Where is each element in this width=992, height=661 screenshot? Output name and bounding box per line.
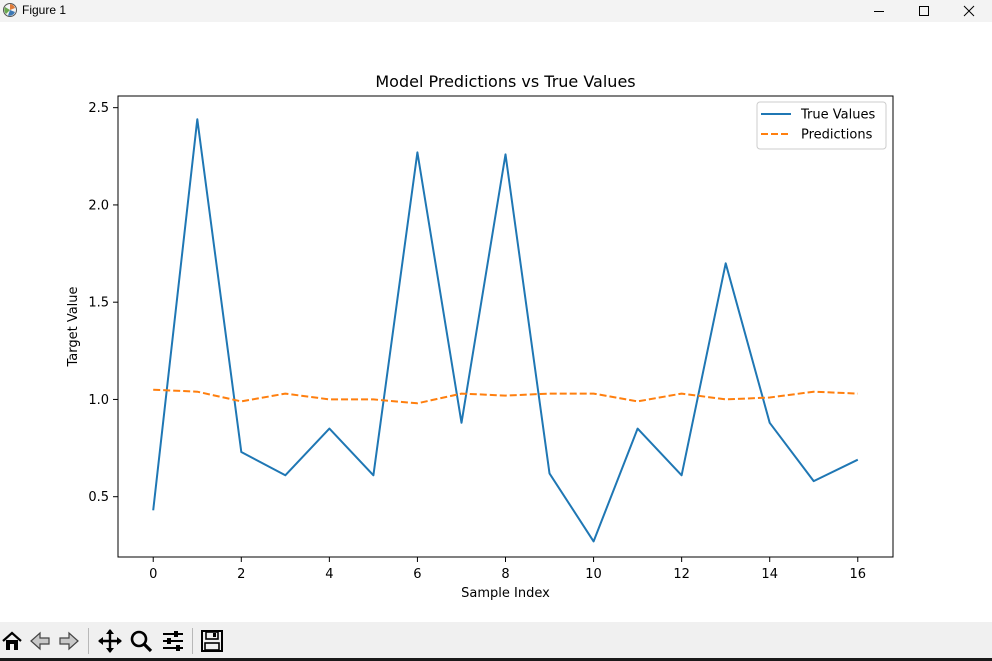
navigation-toolbar bbox=[0, 622, 992, 661]
y-tick-label: 1.0 bbox=[88, 393, 109, 408]
toolbar-separator bbox=[192, 628, 193, 654]
y-axis-label: Target Value bbox=[66, 286, 81, 367]
y-tick-label: 2.5 bbox=[88, 101, 109, 116]
legend-label-true-values: True Values bbox=[800, 108, 875, 123]
minimize-icon bbox=[874, 11, 884, 12]
maximize-icon bbox=[919, 6, 929, 16]
legend-label-predictions: Predictions bbox=[801, 128, 873, 143]
x-tick-label: 4 bbox=[325, 567, 333, 582]
x-tick-label: 14 bbox=[761, 567, 778, 582]
close-icon bbox=[963, 5, 975, 17]
x-axis-label: Sample Index bbox=[461, 586, 550, 601]
window-titlebar: Figure 1 bbox=[0, 0, 992, 22]
y-tick-label: 2.0 bbox=[88, 198, 109, 213]
home-icon bbox=[2, 631, 22, 650]
pan-icon bbox=[98, 629, 122, 653]
legend: True Values Predictions bbox=[756, 101, 887, 150]
toolbar-separator bbox=[88, 628, 89, 654]
back-button[interactable] bbox=[26, 626, 54, 656]
window-title: Figure 1 bbox=[22, 3, 67, 17]
minimize-button[interactable] bbox=[856, 0, 902, 22]
x-tick-label: 10 bbox=[585, 567, 602, 582]
configure-subplots-button[interactable] bbox=[159, 626, 187, 656]
x-tick-label: 0 bbox=[149, 567, 157, 582]
y-tick-label: 1.5 bbox=[88, 296, 109, 311]
figure-canvas[interactable]: 0 2 4 6 8 10 12 14 16 0.5 1.0 1.5 2.0 2.5 Model Predi… bbox=[0, 22, 992, 622]
pan-button[interactable] bbox=[96, 626, 124, 656]
zoom-icon bbox=[130, 630, 153, 653]
chart-title: Model Predictions vs True Values bbox=[375, 72, 635, 91]
close-button[interactable] bbox=[946, 0, 992, 22]
series-line-predictions bbox=[153, 388, 858, 405]
x-tick-label: 6 bbox=[413, 567, 421, 582]
forward-icon bbox=[59, 631, 79, 651]
axes-frame bbox=[117, 95, 894, 558]
status-line bbox=[0, 658, 992, 661]
configure-subplots-icon bbox=[163, 631, 183, 651]
chart: 0 2 4 6 8 10 12 14 16 0.5 1.0 1.5 2.0 2.5 Model Predi… bbox=[66, 72, 894, 601]
forward-button[interactable] bbox=[55, 626, 83, 656]
y-tick-label: 0.5 bbox=[88, 490, 109, 505]
x-tick-label: 8 bbox=[501, 567, 509, 582]
save-button[interactable] bbox=[198, 626, 226, 656]
save-icon bbox=[201, 630, 223, 652]
back-icon bbox=[30, 631, 50, 651]
x-tick-label: 2 bbox=[237, 567, 245, 582]
matplotlib-app-icon bbox=[3, 3, 17, 17]
x-tick-label: 12 bbox=[673, 567, 690, 582]
maximize-button[interactable] bbox=[901, 0, 947, 22]
zoom-button[interactable] bbox=[127, 626, 155, 656]
series-line-true-values bbox=[152, 118, 859, 543]
home-button[interactable] bbox=[0, 626, 26, 656]
x-tick-label: 16 bbox=[849, 567, 866, 582]
